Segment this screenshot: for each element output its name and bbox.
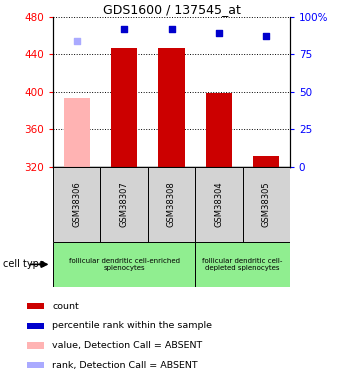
Text: GSM38308: GSM38308: [167, 182, 176, 227]
Bar: [243, 167, 290, 242]
Bar: [253, 156, 279, 167]
Bar: [27, 322, 45, 329]
Bar: [27, 342, 45, 349]
Point: [263, 33, 269, 39]
Point: [216, 30, 222, 36]
Text: follicular dendritic cell-
depleted splenocytes: follicular dendritic cell- depleted sple…: [202, 258, 283, 271]
Text: GSM38304: GSM38304: [214, 182, 223, 227]
Bar: [206, 93, 232, 167]
Text: count: count: [52, 302, 79, 310]
Bar: [27, 362, 45, 368]
Bar: [111, 48, 137, 167]
Text: rank, Detection Call = ABSENT: rank, Detection Call = ABSENT: [52, 361, 198, 370]
Bar: [148, 167, 195, 242]
Bar: [27, 303, 45, 309]
Point: [121, 26, 127, 32]
Text: value, Detection Call = ABSENT: value, Detection Call = ABSENT: [52, 341, 202, 350]
Bar: [195, 167, 243, 242]
Bar: [53, 242, 195, 287]
Bar: [64, 99, 90, 167]
Text: GSM38306: GSM38306: [72, 182, 81, 227]
Bar: [53, 167, 100, 242]
Title: GDS1600 / 137545_at: GDS1600 / 137545_at: [103, 3, 240, 16]
Text: cell type: cell type: [3, 260, 45, 269]
Bar: [195, 242, 290, 287]
Text: follicular dendritic cell-enriched
splenocytes: follicular dendritic cell-enriched splen…: [69, 258, 180, 271]
Bar: [100, 167, 148, 242]
Point: [169, 26, 174, 32]
Text: GSM38307: GSM38307: [120, 182, 129, 227]
Text: percentile rank within the sample: percentile rank within the sample: [52, 321, 212, 330]
Point: [74, 38, 80, 44]
Text: GSM38305: GSM38305: [262, 182, 271, 227]
Bar: [158, 48, 185, 167]
